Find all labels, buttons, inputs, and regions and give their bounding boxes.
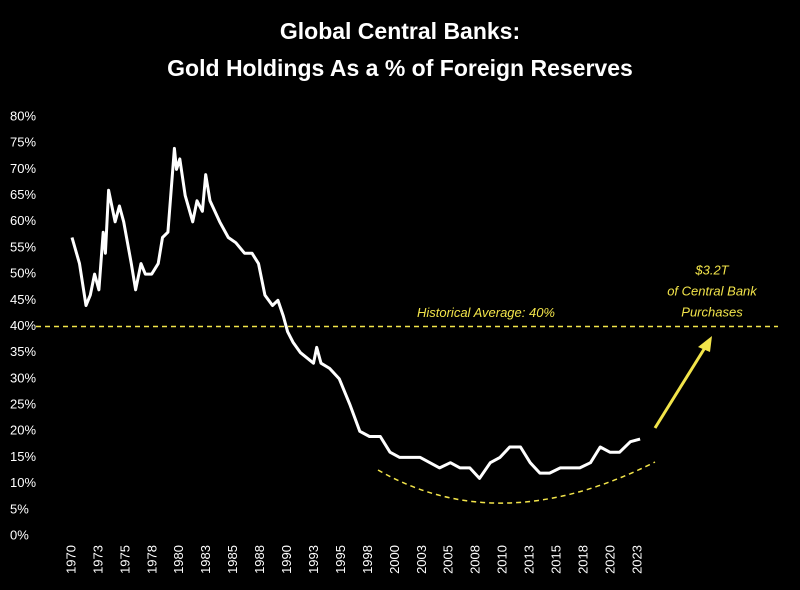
- x-tick-label: 2013: [522, 545, 537, 574]
- x-tick-label: 1980: [171, 545, 186, 574]
- x-tick-label: 2010: [495, 545, 510, 574]
- x-tick-label: 1983: [198, 545, 213, 574]
- y-tick-label: 20%: [10, 423, 36, 438]
- x-tick-label: 1988: [252, 545, 267, 574]
- x-tick-label: 2023: [629, 545, 644, 574]
- annotation: of Central Bank: [667, 283, 758, 298]
- y-tick-label: 30%: [10, 370, 36, 385]
- y-tick-label: 5%: [10, 501, 29, 516]
- y-tick-label: 70%: [10, 161, 36, 176]
- x-tick-label: 2003: [414, 545, 429, 574]
- y-tick-label: 65%: [10, 187, 36, 202]
- x-tick-label: 1998: [360, 545, 375, 574]
- x-tick-label: 2008: [468, 545, 483, 574]
- arrow-head: [698, 336, 712, 352]
- x-tick-label: 2005: [441, 545, 456, 574]
- y-tick-label: 0%: [10, 527, 29, 542]
- annotation: Purchases: [681, 304, 743, 319]
- y-tick-label: 15%: [10, 449, 36, 464]
- x-tick-label: 1995: [333, 545, 348, 574]
- y-tick-label: 75%: [10, 135, 36, 150]
- y-tick-label: 25%: [10, 397, 36, 412]
- x-tick-label: 2018: [576, 545, 591, 574]
- average-label: Historical Average: 40%: [417, 305, 555, 320]
- annotation: $3.2T: [694, 262, 729, 277]
- y-tick-label: 45%: [10, 292, 36, 307]
- x-tick-label: 1990: [279, 545, 294, 574]
- x-tick-label: 2020: [602, 545, 617, 574]
- trough-curve: [377, 461, 656, 504]
- chart-title: Global Central Banks:: [280, 18, 520, 44]
- y-tick-label: 40%: [10, 318, 36, 333]
- x-tick-label: 1970: [63, 545, 78, 574]
- x-tick-label: 2000: [387, 545, 402, 574]
- y-tick-label: 55%: [10, 239, 36, 254]
- x-tick-label: 1993: [306, 545, 321, 574]
- chart-subtitle: Gold Holdings As a % of Foreign Reserves: [167, 55, 633, 81]
- x-tick-label: 2015: [549, 545, 564, 574]
- x-tick-label: 1973: [90, 545, 105, 574]
- y-tick-label: 60%: [10, 213, 36, 228]
- x-tick-label: 1978: [144, 545, 159, 574]
- y-tick-label: 80%: [10, 108, 36, 123]
- series-line: [70, 146, 641, 480]
- arrow-shaft: [653, 345, 708, 429]
- y-tick-label: 10%: [10, 475, 36, 490]
- x-tick-label: 1975: [117, 545, 132, 574]
- y-tick-label: 35%: [10, 344, 36, 359]
- y-tick-label: 50%: [10, 266, 36, 281]
- x-tick-label: 1985: [225, 545, 240, 574]
